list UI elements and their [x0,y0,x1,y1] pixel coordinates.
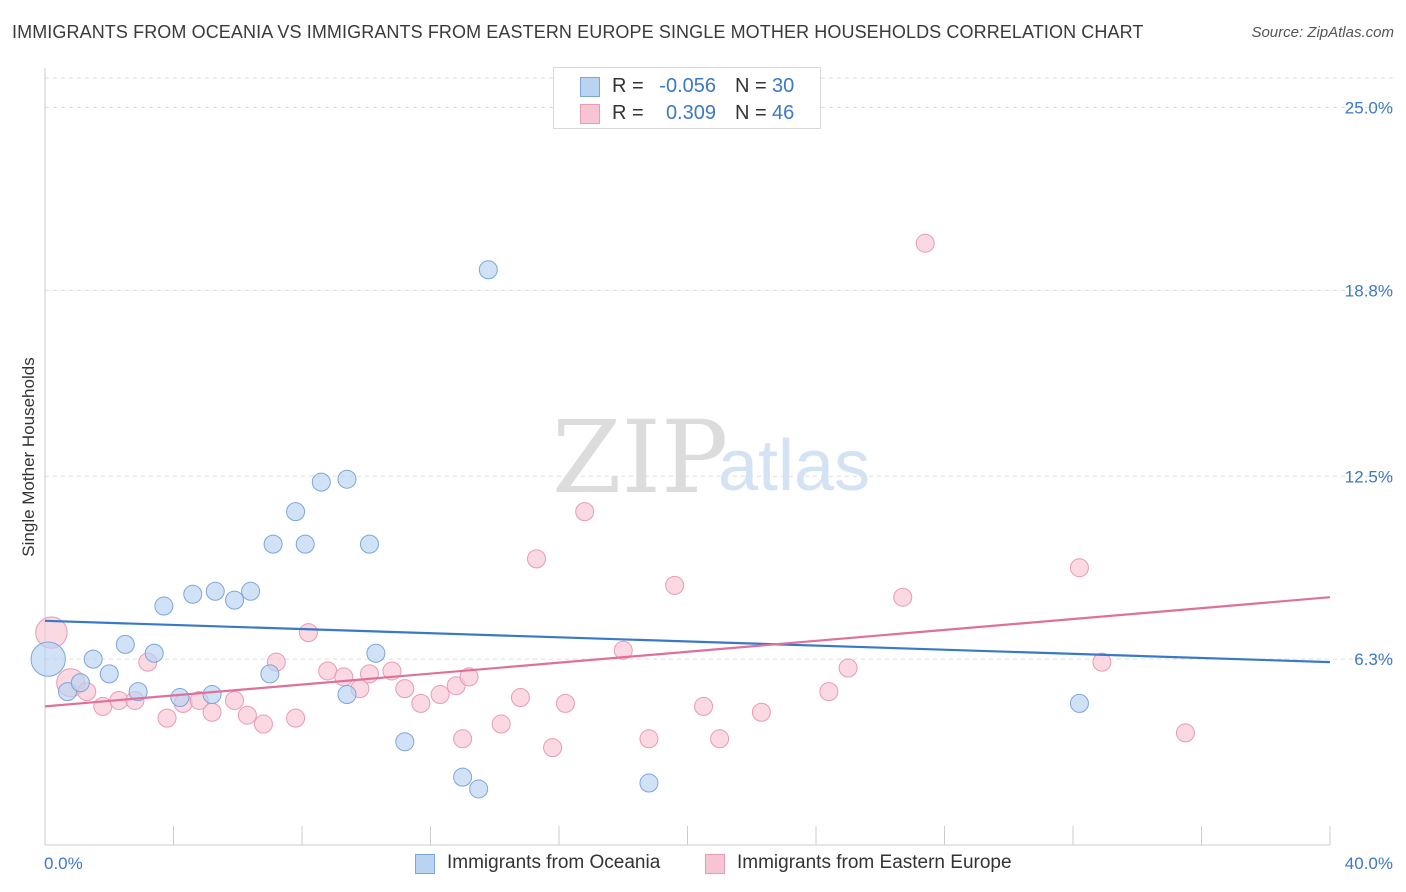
eastern-europe-point [1092,652,1112,672]
oceania-point [170,688,190,707]
eastern-europe-point [430,685,450,705]
eastern-europe-point [491,714,511,734]
grid-lines [45,77,1393,660]
oceania-point [453,767,473,787]
eastern-europe-point [453,729,473,749]
eastern-europe-point [157,708,177,728]
oceania-point [337,469,357,489]
oceania-point [311,472,331,492]
x-tick-label-min: 0.0% [44,854,83,873]
r-value: -0.056 [659,75,716,97]
eastern-europe-point [710,729,730,749]
eastern-europe-point [202,702,222,722]
oceania-point [30,641,66,677]
oceania-point [183,584,203,604]
r-label: R = [612,75,644,97]
stats-legend: R = -0.056 N = 30 R = 0.309 N = 46 [553,67,821,129]
oceania-point [241,581,261,601]
axes [44,68,1331,846]
x-tick-labels: 0.0% 40.0% [44,854,1393,873]
oceania-point [286,502,306,522]
oceania-point [260,664,280,684]
eastern-europe-point [555,693,575,713]
r-label: R = [612,102,644,124]
eastern-europe-point [575,502,595,522]
eastern-europe-point [318,661,338,681]
series-legend: Immigrants from Oceania Immigrants from … [0,852,1406,878]
eastern-europe-point [665,575,685,595]
y-tick-labels: 6.3% 12.5% 18.8% 25.0% [1345,99,1393,670]
oceania-point [225,590,245,610]
eastern-europe-point [395,679,415,699]
eastern-europe-point [819,682,839,702]
oceania-point [202,685,222,705]
eastern-europe-point [334,667,354,687]
eastern-europe-point [751,702,771,722]
oceania-point [83,649,103,669]
oceania-point [359,534,379,554]
y-tick-label: 25.0% [1345,99,1393,118]
n-label: N = [735,102,767,124]
eastern-europe-point [225,690,245,710]
y-axis-label: Single Mother Households [19,357,38,556]
oceania-point [144,643,164,663]
oceania-point [154,596,174,616]
oceania-point [99,664,119,684]
data-points [30,233,1195,799]
oceania-point [263,534,283,554]
oceania-point [1069,693,1089,713]
n-value: 46 [772,102,795,124]
eastern-europe-point [915,233,935,253]
watermark: ZIP atlas [552,399,870,516]
oceania-point [469,779,489,799]
legend-label: Immigrants from Eastern Europe [737,852,1012,873]
eastern-europe-point [411,693,431,713]
eastern-europe-point [298,623,318,643]
oceania-swatch [415,854,435,874]
n-label: N = [735,75,767,97]
y-tick-label: 18.8% [1345,281,1393,300]
eastern-europe-point [543,738,563,758]
eastern-europe-point [286,708,306,728]
oceania-point [395,732,415,752]
eastern-europe-trend-line [44,596,1331,708]
oceania-point [70,673,90,693]
eastern-europe-point [893,587,913,607]
oceania-point [639,773,659,793]
oceania-swatch [580,77,600,97]
eastern-europe-point [1175,723,1195,743]
eastern-europe-point [694,696,714,716]
r-value: 0.309 [665,102,716,124]
chart-title: IMMIGRANTS FROM OCEANIA VS IMMIGRANTS FR… [12,22,1144,42]
eastern-europe-point [838,658,858,678]
oceania-point [115,634,135,654]
eastern-europe-point [613,640,633,660]
watermark-atlas: atlas [718,426,870,506]
eastern-europe-swatch [580,104,600,124]
eastern-europe-point [639,729,659,749]
eastern-europe-point [1069,558,1089,578]
eastern-europe-point [527,549,547,569]
y-tick-label: 12.5% [1345,467,1393,486]
oceania-point [478,260,498,280]
oceania-point [295,534,315,554]
eastern-europe-point [459,667,479,687]
x-tick-label-max: 40.0% [1345,854,1393,873]
source-label: Source: ZipAtlas.com [1251,24,1394,41]
trend-lines [44,596,1331,708]
eastern-europe-point [237,705,257,725]
oceania-point [366,643,386,663]
y-tick-label: 6.3% [1354,650,1393,669]
eastern-europe-point [253,714,273,734]
eastern-europe-point [510,688,530,707]
eastern-europe-swatch [705,854,725,874]
watermark-zip: ZIP [552,399,728,516]
oceania-point [205,581,225,601]
oceania-point [128,682,148,702]
oceania-trend-line [44,619,1331,664]
oceania-point [337,685,357,705]
legend-label: Immigrants from Oceania [447,852,661,873]
n-value: 30 [772,75,795,97]
